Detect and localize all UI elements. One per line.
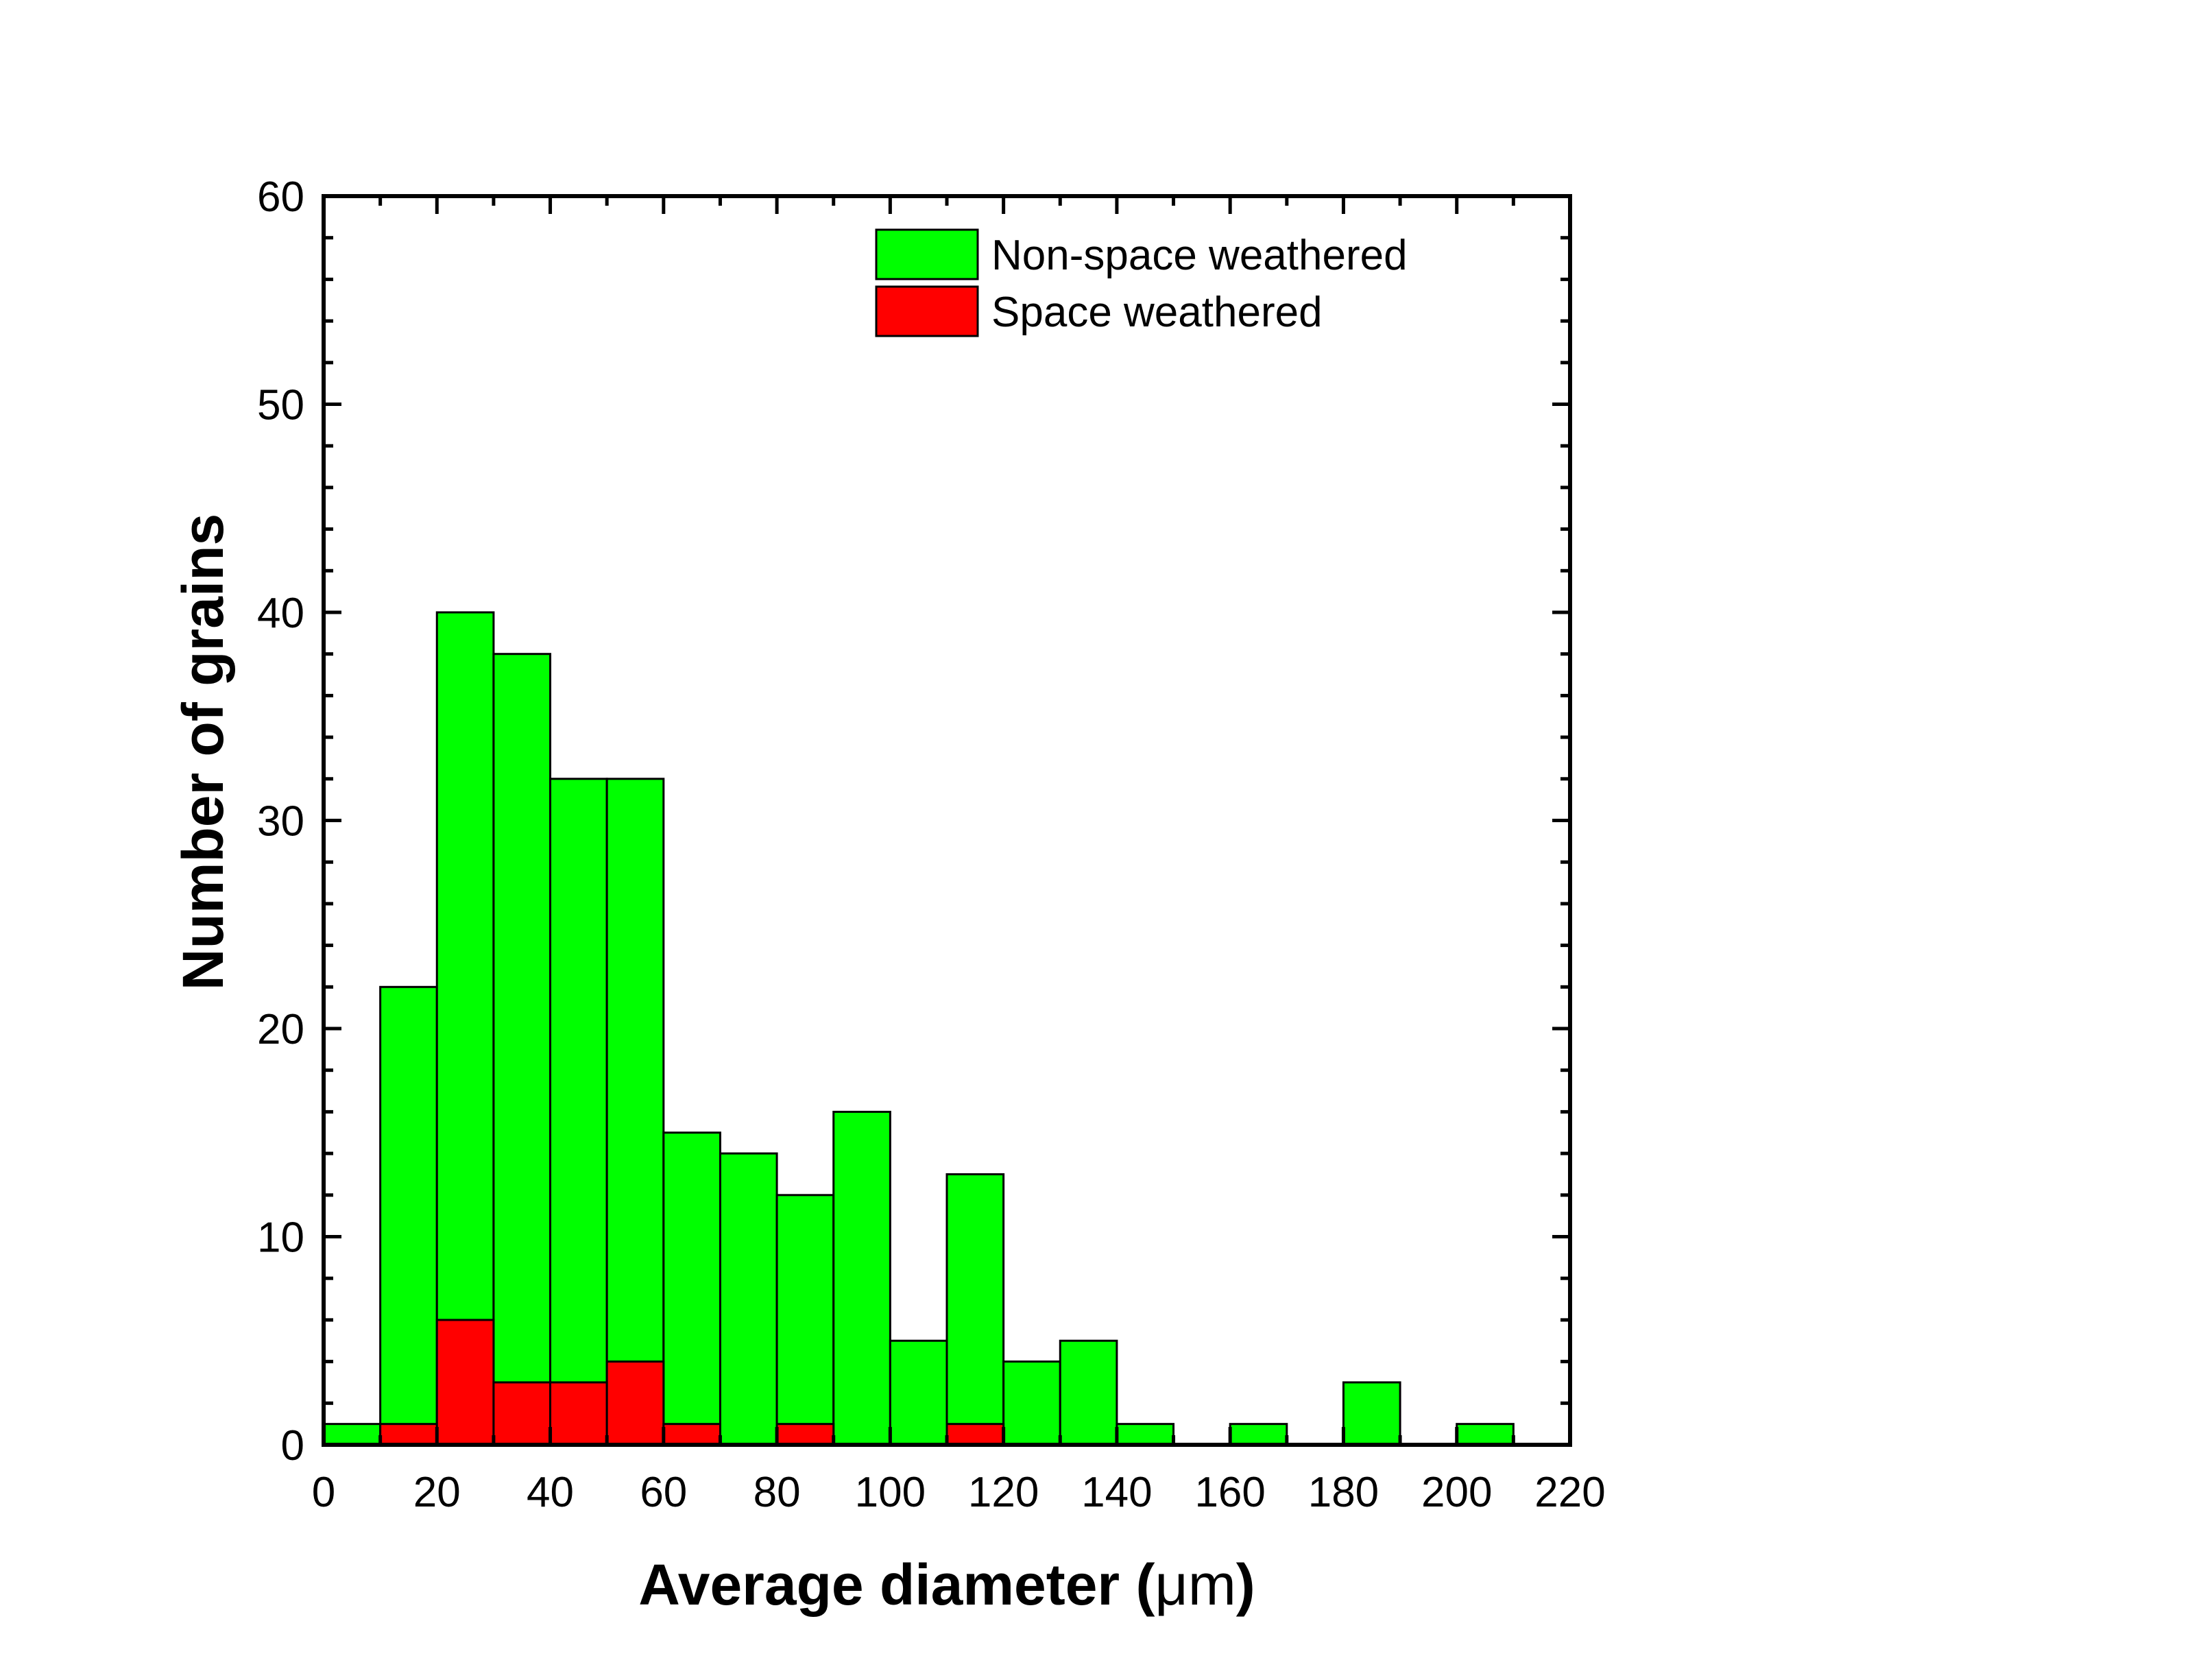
bar-space-weathered-110 [945,1423,1005,1446]
bar-non-space-weathered-20 [435,611,495,1446]
x-tick-label-160: 160 [1194,1469,1265,1516]
y-tick-label-40: 40 [257,590,304,637]
bars-layer [322,611,1515,1446]
bar-non-space-weathered-70 [719,1152,778,1446]
x-axis-title: Average diameter (μm) [638,1552,1255,1617]
legend: Non-space weathered Space weathered [875,228,1408,337]
x-tick-label-40: 40 [527,1469,574,1516]
bar-non-space-weathered-140 [1116,1423,1175,1446]
bar-non-space-weathered-50 [605,778,665,1446]
bar-non-space-weathered-60 [662,1131,721,1446]
x-tick-label-220: 220 [1534,1469,1605,1516]
x-tick-label-80: 80 [754,1469,801,1516]
bar-non-space-weathered-110 [945,1173,1005,1446]
x-tick-label-140: 140 [1081,1469,1152,1516]
x-tick-label-60: 60 [640,1469,687,1516]
y-tick-label-0: 0 [281,1422,304,1469]
bar-non-space-weathered-120 [1002,1360,1061,1446]
bar-non-space-weathered-160 [1229,1423,1288,1446]
bar-non-space-weathered-0 [322,1423,382,1446]
bar-non-space-weathered-80 [775,1194,835,1446]
x-tick-label-0: 0 [312,1469,335,1516]
plot-frame [322,194,1572,1447]
x-tick-label-20: 20 [413,1469,461,1516]
x-tick-label-100: 100 [855,1469,926,1516]
bar-non-space-weathered-100 [889,1339,948,1446]
bar-space-weathered-50 [605,1360,665,1446]
legend-swatch-space-weathered [875,285,979,337]
bar-non-space-weathered-180 [1342,1381,1401,1446]
y-tick-label-60: 60 [257,173,304,221]
bar-space-weathered-20 [435,1319,495,1446]
x-tick-label-200: 200 [1421,1469,1492,1516]
legend-swatch-non-space-weathered [875,228,979,280]
x-axis-unit: μm [1155,1552,1235,1617]
bar-space-weathered-30 [492,1381,552,1446]
y-tick-label-10: 10 [257,1214,304,1262]
x-tick-label-180: 180 [1308,1469,1379,1516]
x-tick-label-120: 120 [968,1469,1039,1516]
bar-space-weathered-40 [549,1381,608,1446]
y-axis-title: Number of grains [171,514,235,990]
bar-non-space-weathered-90 [832,1110,891,1446]
y-tick-label-30: 30 [257,798,304,845]
y-tick-label-50: 50 [257,382,304,429]
bar-space-weathered-60 [662,1423,721,1446]
bar-non-space-weathered-40 [549,778,608,1446]
bar-non-space-weathered-30 [492,653,552,1446]
tick-labels: 0 20 40 60 80 100 120 140 160 180 200 220 0 10 20 30 40 5… [257,173,1606,1516]
bar-non-space-weathered-10 [379,985,438,1446]
bar-space-weathered-10 [379,1423,438,1446]
bar-space-weathered-80 [775,1423,835,1446]
legend-label-space-weathered: Space weathered [991,289,1323,336]
y-tick-label-20: 20 [257,1006,304,1053]
bar-non-space-weathered-130 [1059,1339,1118,1446]
legend-label-non-space-weathered: Non-space weathered [991,232,1408,279]
bar-non-space-weathered-200 [1456,1423,1515,1446]
